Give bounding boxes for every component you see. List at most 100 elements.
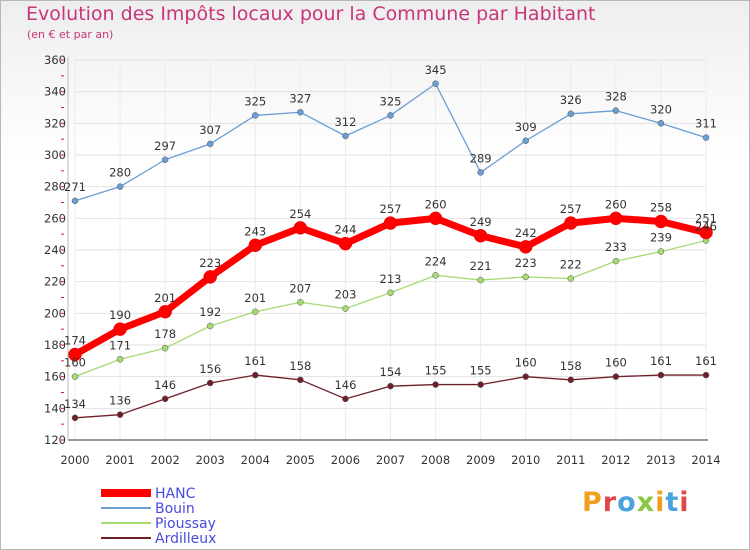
data-label: 258 [650, 201, 672, 215]
y-tick-label: 180 [44, 338, 66, 352]
point-bouin [567, 110, 575, 118]
x-tick-label: 2002 [151, 453, 180, 467]
data-label: 207 [289, 281, 311, 295]
data-label: 249 [470, 215, 492, 229]
point-ardilleux [116, 411, 124, 418]
point-hanc [383, 216, 398, 230]
data-label: 325 [244, 94, 266, 108]
data-label: 158 [560, 359, 582, 373]
point-hanc [113, 322, 127, 336]
legend-swatch-hanc [101, 489, 151, 497]
logo-letter: o [617, 487, 637, 518]
logo-letter: x [636, 487, 656, 518]
point-bouin [702, 134, 710, 141]
point-pioussay [612, 257, 620, 265]
point-hanc [293, 221, 308, 235]
data-label: 154 [380, 365, 402, 379]
chart-subtitle: (en € et par an) [27, 28, 114, 41]
x-tick-label: 2013 [646, 453, 675, 467]
point-bouin [342, 132, 349, 140]
point-ardilleux [206, 379, 214, 387]
point-bouin [71, 197, 79, 205]
point-ardilleux [297, 376, 304, 384]
point-pioussay [206, 322, 214, 330]
point-pioussay [342, 305, 349, 312]
data-label: 190 [109, 308, 131, 322]
point-pioussay [116, 356, 124, 363]
axes: 1201401601802002202402602803003203403602… [44, 53, 721, 467]
point-ardilleux [522, 373, 529, 380]
point-pioussay [71, 373, 79, 380]
logo-letter: P [582, 487, 603, 518]
data-label: 174 [64, 334, 86, 348]
point-ardilleux [161, 395, 169, 403]
data-label: 201 [154, 291, 176, 305]
point-ardilleux [252, 371, 259, 379]
legend-label-ardilleux: Ardilleux [155, 531, 216, 547]
data-label: 345 [425, 63, 447, 77]
data-label: 155 [425, 364, 447, 378]
y-tick-label: 360 [44, 53, 66, 67]
data-label: 260 [425, 197, 447, 211]
data-label: 280 [109, 166, 131, 180]
data-label: 326 [560, 93, 582, 107]
x-tick-label: 2008 [421, 453, 450, 467]
data-label: 328 [605, 90, 627, 104]
point-ardilleux [657, 371, 665, 379]
point-pioussay [657, 248, 665, 255]
point-bouin [161, 156, 169, 163]
point-bouin [522, 137, 529, 144]
point-hanc [564, 216, 578, 230]
data-label: 233 [605, 240, 627, 254]
data-label: 251 [695, 212, 717, 226]
point-pioussay [161, 344, 169, 352]
point-bouin [477, 169, 484, 176]
point-hanc [248, 238, 263, 252]
y-tick-label: 120 [44, 433, 66, 447]
x-tick-label: 2000 [60, 453, 89, 467]
chart-title: Evolution des Impôts locaux pour la Comm… [26, 3, 596, 25]
logo-letter: r [602, 487, 618, 518]
point-bouin [116, 183, 124, 190]
y-tick-label: 200 [44, 306, 66, 320]
y-tick-label: 280 [44, 180, 66, 194]
x-tick-label: 2001 [105, 453, 134, 467]
proxiti-logo: Proxiti [582, 487, 690, 518]
logo-letter: t [665, 487, 680, 518]
data-label: 222 [560, 258, 582, 272]
x-tick-label: 2003 [196, 453, 225, 467]
y-tick-label: 240 [44, 243, 66, 257]
data-label: 260 [605, 197, 627, 211]
point-hanc [473, 229, 488, 243]
point-ardilleux [71, 414, 79, 422]
legend-swatch-pioussay [101, 522, 151, 524]
legend-swatch-ardilleux [101, 537, 151, 539]
point-hanc [428, 211, 443, 226]
point-bouin [387, 112, 394, 119]
x-tick-label: 2014 [691, 453, 720, 467]
data-label: 134 [64, 397, 86, 411]
data-label: 223 [199, 256, 221, 270]
data-label: 160 [605, 356, 627, 370]
point-hanc [338, 236, 353, 251]
point-ardilleux [702, 371, 710, 379]
legend-label-bouin: Bouin [155, 501, 195, 517]
x-tick-label: 2004 [241, 453, 270, 467]
point-bouin [252, 112, 259, 119]
data-label: 224 [425, 254, 447, 268]
point-bouin [206, 140, 214, 148]
y-tick-label: 260 [44, 211, 66, 225]
data-label: 320 [650, 102, 672, 116]
data-label: 312 [334, 115, 356, 129]
data-label: 160 [64, 356, 86, 370]
point-hanc [699, 225, 713, 240]
data-label: 178 [154, 327, 176, 341]
data-label: 161 [695, 354, 717, 368]
logo-letter: i [655, 487, 666, 518]
y-tick-label: 300 [44, 148, 66, 162]
data-label: 271 [64, 180, 86, 194]
data-label: 155 [470, 364, 492, 378]
data-label: 239 [650, 231, 672, 245]
